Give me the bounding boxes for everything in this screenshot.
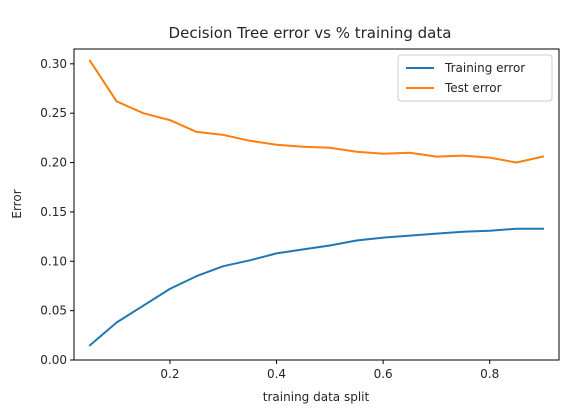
y-axis-label: Error [10,189,24,218]
legend-label-training-error: Training error [444,61,525,75]
plot-area [88,59,545,347]
legend-frame [397,54,553,102]
y-tick-label: 0.00 [40,353,67,367]
series-line-training-error [88,227,544,347]
legend: Training error Test error [397,54,553,102]
x-tick-label: 0.6 [374,367,393,381]
x-tick-label: 0.8 [480,367,499,381]
y-tick-label: 0.05 [40,304,67,318]
series-line-test-error [88,59,545,164]
legend-label-test-error: Test error [444,81,502,95]
axes-frame [73,48,560,361]
y-tick-label: 0.15 [40,205,67,219]
y-tick-label: 0.10 [40,254,67,268]
x-axis-label: training data split [263,390,370,404]
y-tick-label: 0.20 [40,156,67,170]
y-tick-label: 0.30 [40,57,67,71]
y-tick-label: 0.25 [40,106,67,120]
x-tick-label: 0.2 [160,367,179,381]
y-axis-ticks: 0.00 0.05 0.10 0.15 0.20 0.25 0.30 [40,57,74,367]
x-axis-ticks: 0.2 0.4 0.6 0.8 [160,360,499,381]
chart-title: Decision Tree error vs % training data [169,24,452,42]
x-tick-label: 0.4 [267,367,286,381]
